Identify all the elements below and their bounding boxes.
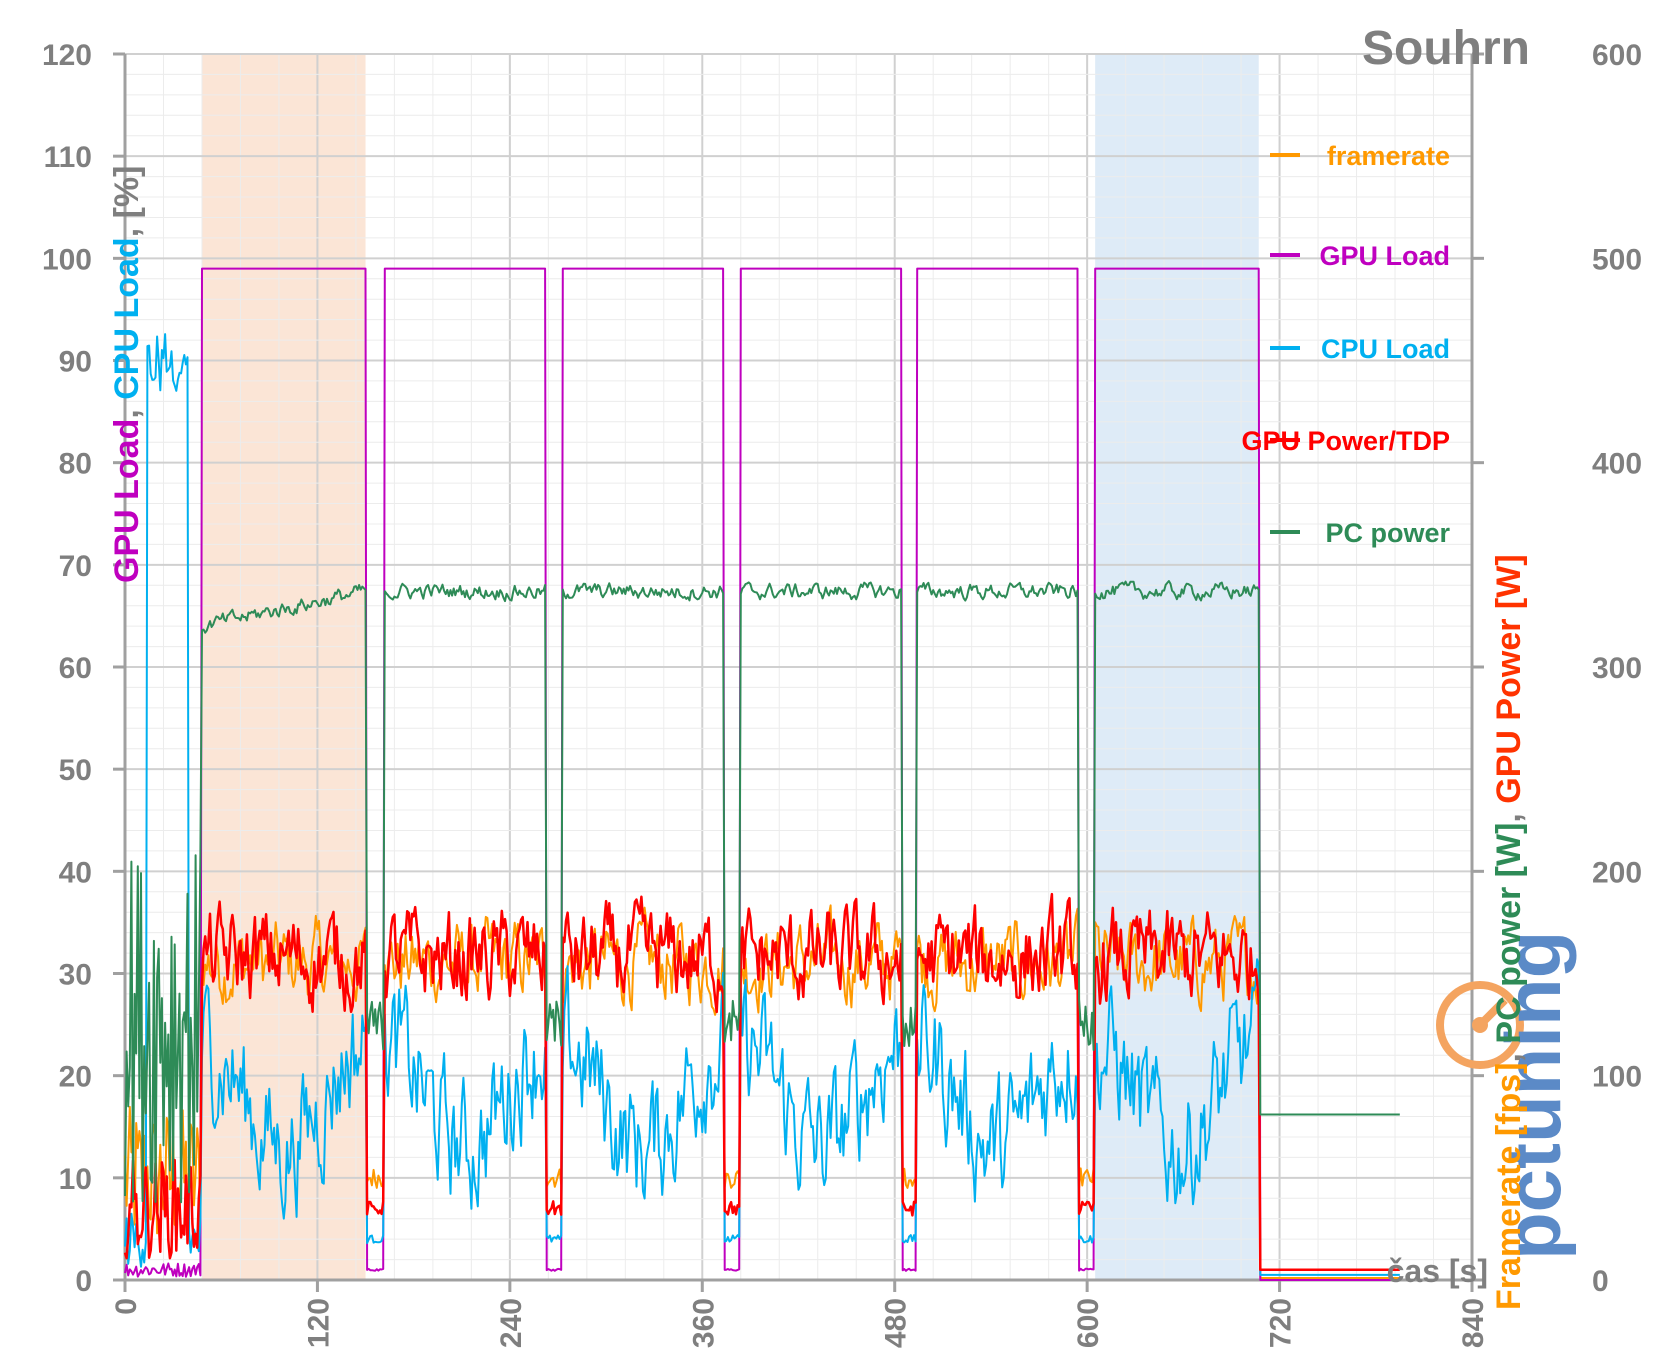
y-left-tick-label: 10: [59, 1163, 92, 1196]
y-left-tick-label: 20: [59, 1061, 92, 1094]
series-line-gpu-load: [124, 267, 1400, 1281]
series-line-gpu-power-tdp: [123, 892, 1400, 1272]
y-right-tick-label: 400: [1592, 448, 1642, 481]
legend-label: CPU Load: [1321, 334, 1450, 364]
x-tick-label: 840: [1457, 1298, 1490, 1348]
y-right-tick-label: 100: [1592, 1061, 1642, 1094]
axis-title-part: ,: [1490, 804, 1528, 823]
axis-title-part: ,: [1490, 1044, 1528, 1063]
x-tick-label: 240: [495, 1298, 528, 1348]
series-lines: [123, 267, 1400, 1281]
axis-title-part: PC power [W]: [1490, 823, 1528, 1044]
x-tick-label: 720: [1265, 1298, 1298, 1348]
pctuning-logo: pctuning: [1436, 931, 1577, 1260]
x-axis-label: čas [s]: [1387, 1253, 1488, 1289]
legend-label: GPU Load: [1319, 241, 1450, 271]
x-tick-label: 120: [302, 1298, 335, 1348]
chart-title: Souhrn: [1362, 22, 1530, 75]
x-tick-label: 0: [110, 1298, 143, 1315]
y-left-tick-label: 50: [59, 754, 92, 787]
y-right-tick-label: 600: [1592, 39, 1642, 72]
x-tick-label: 360: [687, 1298, 720, 1348]
logo-text: pctuning: [1489, 931, 1577, 1260]
y-left-tick-label: 90: [59, 346, 92, 379]
series-line-cpu-load: [124, 333, 1400, 1276]
axis-title-part: GPU Power [W]: [1490, 554, 1528, 803]
y-left-tick-label: 80: [59, 448, 92, 481]
axis-title-part: ,: [108, 400, 146, 419]
legend-label: framerate: [1327, 141, 1450, 171]
y-left-tick-label: 120: [42, 39, 92, 72]
axis-title-part: CPU Load: [108, 237, 146, 399]
y-right-tick-label: 0: [1592, 1265, 1609, 1298]
y-left-tick-label: 30: [59, 959, 92, 992]
y-axis-left-label: GPU Load, CPU Load, [%]: [108, 166, 146, 583]
y-right-tick-label: 200: [1592, 856, 1642, 889]
legend-label: PC power: [1325, 518, 1450, 548]
y-left-tick-label: 110: [44, 141, 92, 174]
axis-title-part: Framerate [fps]: [1490, 1062, 1528, 1310]
y-left-tick-label: 40: [59, 856, 92, 889]
axis-title-part: GPU Load: [108, 419, 146, 583]
legend-label: GPU Power/TDP: [1241, 426, 1450, 456]
stopwatch-icon: [1436, 981, 1524, 1069]
x-tick-label: 480: [880, 1298, 913, 1348]
y-left-tick-label: 70: [59, 550, 92, 583]
y-left-tick-label: 100: [42, 243, 92, 276]
x-tick-label: 600: [1072, 1298, 1105, 1348]
y-left-tick-label: 0: [75, 1265, 92, 1298]
y-right-tick-label: 300: [1592, 652, 1642, 685]
axes: 0 10 20 30 40 50 60 70 80 90 100 110 120 0 100 200 300 40…: [42, 39, 1642, 1348]
series-line-pc-power: [124, 580, 1400, 1204]
axis-title-part: , [%]: [108, 166, 146, 238]
legend: framerate GPU Load CPU Load GPU Power/TDP PC…: [1241, 141, 1450, 548]
y-left-tick-label: 60: [59, 652, 92, 685]
y-right-tick-label: 500: [1592, 243, 1642, 276]
y-axis-right-label: Framerate [fps], PC power [W], GPU Power…: [1490, 554, 1528, 1310]
